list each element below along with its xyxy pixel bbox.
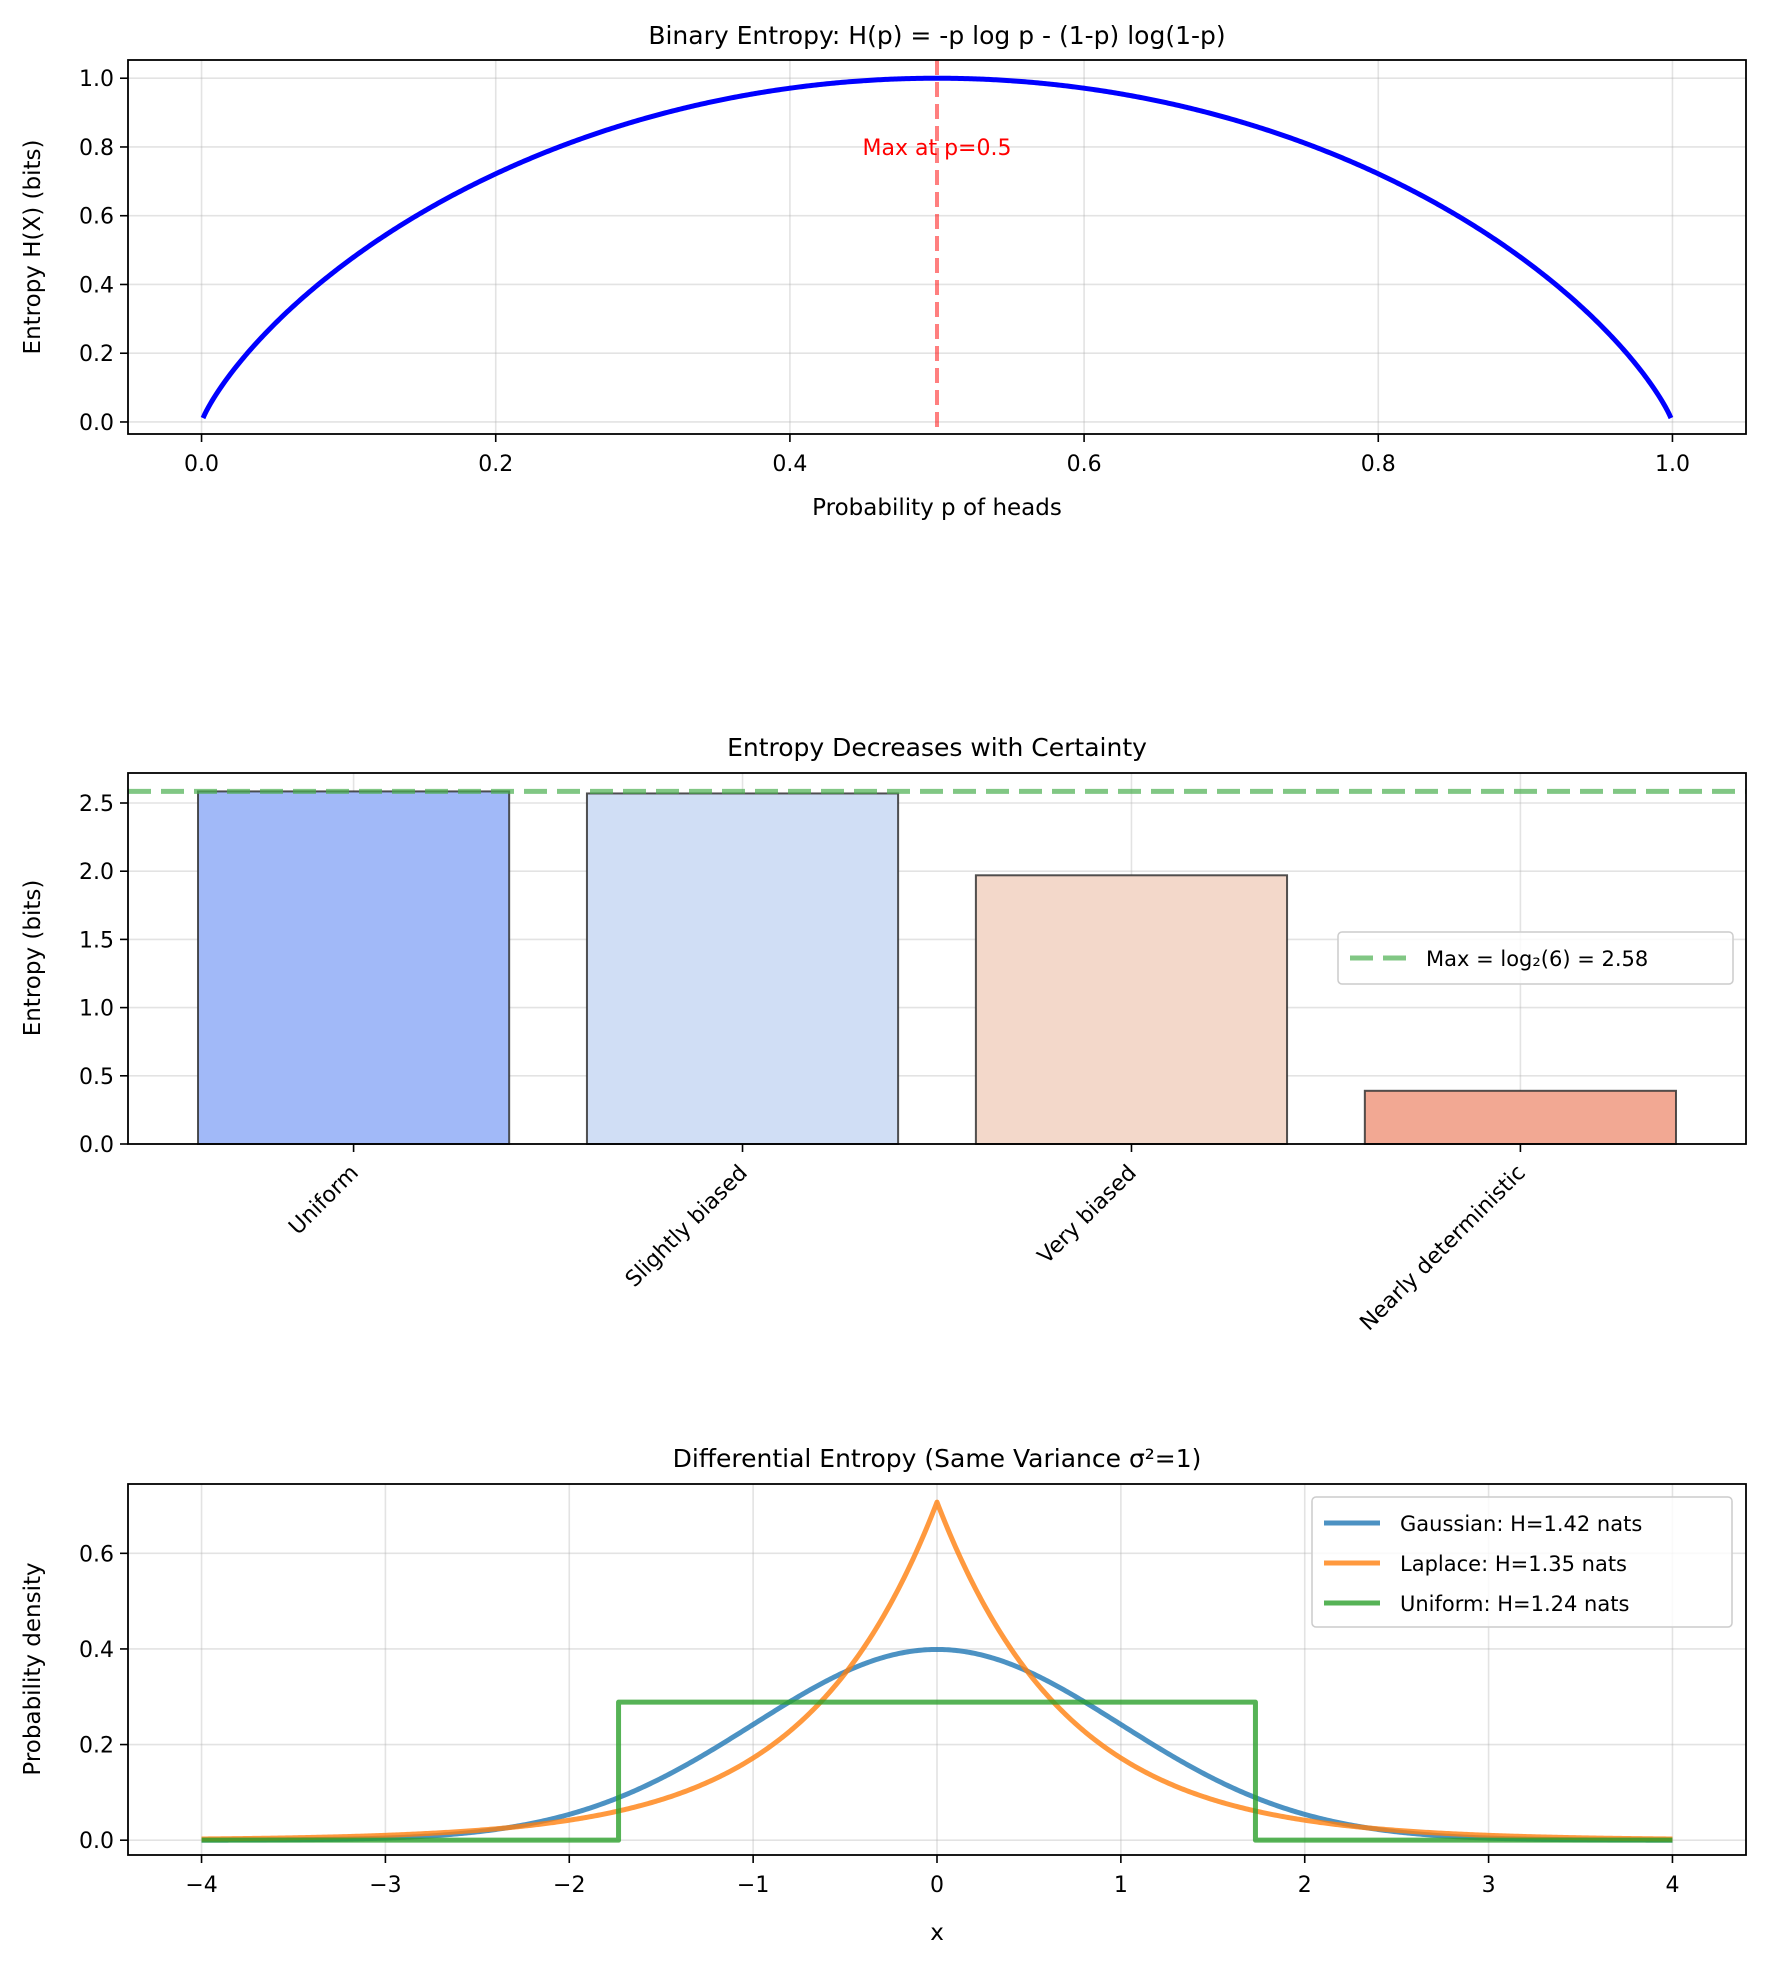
y-tick-label: 0.8	[79, 136, 114, 161]
x-tick-label: 3	[1482, 1873, 1496, 1898]
x-tick-label: 0.0	[184, 452, 219, 477]
x-tick-label: −4	[185, 1873, 217, 1898]
x-tick-label: −3	[369, 1873, 401, 1898]
max-annotation: Max at p=0.5	[863, 136, 1012, 161]
y-tick-label: 1.0	[79, 997, 114, 1022]
y-axis-label: Probability density	[20, 1562, 46, 1775]
y-tick-label: 1.0	[79, 67, 114, 92]
x-tick-label: 1	[1114, 1873, 1128, 1898]
bar	[1363, 1089, 1677, 1146]
x-tick-label: −2	[553, 1873, 585, 1898]
differential-entropy-panel: Differential Entropy (Same Variance σ²=1…	[20, 1444, 1747, 1946]
y-axis-label: Entropy (bits)	[20, 880, 46, 1037]
y-tick-label: 0.6	[79, 1542, 114, 1567]
y-tick-label: 0.0	[79, 411, 114, 436]
y-axis-label: Entropy H(X) (bits)	[20, 140, 46, 355]
y-tick-label: 0.4	[79, 273, 114, 298]
y-tick-label: 2.0	[79, 860, 114, 885]
chart-title: Entropy Decreases with Certainty	[727, 733, 1147, 762]
x-tick-label: 0.6	[1067, 452, 1102, 477]
legend-label: Uniform: H=1.24 nats	[1400, 1592, 1629, 1616]
binary-entropy-line	[200, 75, 1674, 420]
x-axis-label: x	[930, 1920, 944, 1946]
legend-label: Max = log₂(6) = 2.58	[1426, 947, 1648, 971]
y-tick-label: 0.4	[79, 1638, 114, 1663]
binary-entropy-panel: Binary Entropy: H(p) = -p log p - (1-p) …	[20, 21, 1747, 521]
legend: Gaussian: H=1.42 nats Laplace: H=1.35 nat…	[1311, 1496, 1733, 1628]
x-tick-label: 0.8	[1361, 452, 1396, 477]
legend-frame	[1337, 931, 1734, 985]
x-tick-label: 1.0	[1655, 452, 1690, 477]
bar	[974, 874, 1289, 1145]
y-tick-label: 0.2	[79, 1734, 114, 1759]
laplace-density-line	[200, 1499, 1674, 1842]
y-tick-label: 0.0	[79, 1829, 114, 1854]
x-tick-label: 0.4	[772, 452, 807, 477]
bar	[585, 792, 900, 1145]
legend-label: Gaussian: H=1.42 nats	[1400, 1512, 1642, 1536]
x-tick-label: 0.2	[478, 452, 513, 477]
y-tick-label: 0.2	[79, 342, 114, 367]
uniform-density-line	[201, 1699, 1673, 1843]
x-tick-label: −1	[737, 1873, 769, 1898]
chart-title: Binary Entropy: H(p) = -p log p - (1-p) …	[648, 21, 1225, 50]
axes-frame	[127, 59, 1747, 435]
bar	[197, 790, 511, 1145]
y-tick-label: 0.5	[79, 1065, 114, 1090]
y-tick-label: 0.0	[79, 1133, 114, 1158]
y-tick-label: 0.6	[79, 205, 114, 230]
legend-frame	[1311, 1496, 1733, 1628]
x-tick-label: 0	[930, 1873, 944, 1898]
legend-label: Laplace: H=1.35 nats	[1400, 1552, 1627, 1576]
y-tick-label: 2.5	[79, 792, 114, 817]
axes-frame	[127, 772, 1747, 1145]
legend: Max = log₂(6) = 2.58	[1337, 931, 1734, 985]
x-tick-label: 2	[1298, 1873, 1312, 1898]
x-axis-label: Probability p of heads	[812, 495, 1062, 521]
y-tick-label: 1.5	[79, 928, 114, 953]
x-tick-label: 4	[1665, 1873, 1679, 1898]
chart-title: Differential Entropy (Same Variance σ²=1…	[673, 1444, 1202, 1473]
